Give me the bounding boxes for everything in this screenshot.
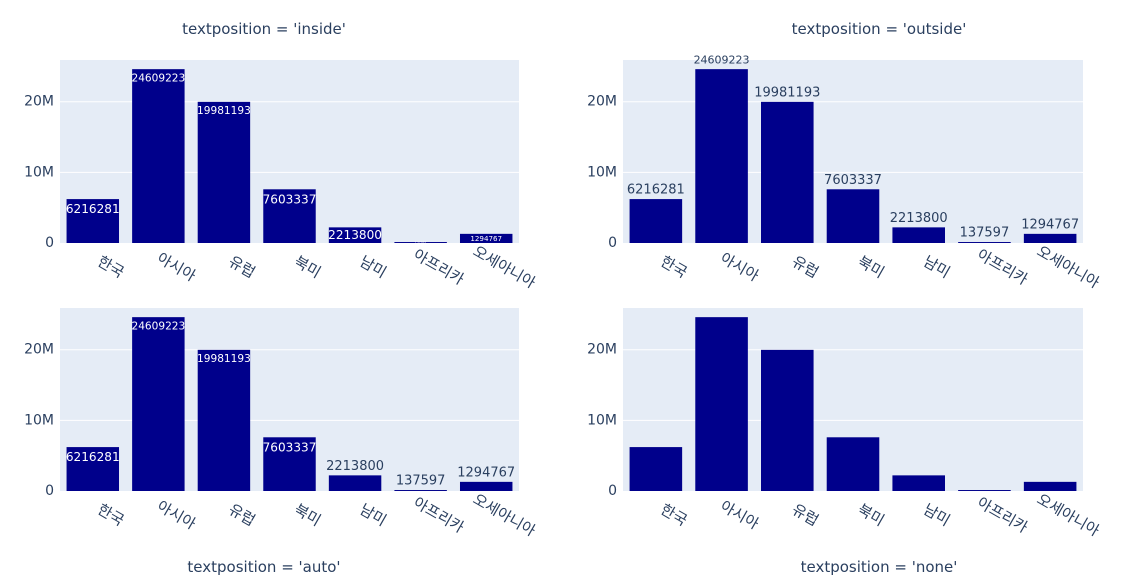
bar	[66, 447, 120, 491]
data-label: 24609223	[694, 54, 750, 67]
x-tick-label: 아프리카	[410, 245, 467, 288]
y-tick-label: 10M	[587, 164, 617, 180]
x-tick-label: 아시아	[717, 249, 762, 285]
x-tick-label: 아시아	[154, 249, 199, 285]
x-tick-label: 오세아니아	[1034, 242, 1103, 292]
bar	[328, 227, 382, 243]
bar	[459, 233, 513, 243]
data-label: 1294767	[457, 465, 515, 480]
data-label: 1294767	[1021, 217, 1079, 232]
x-tick-label: 남미	[357, 500, 390, 529]
chart-title-auto: textposition = 'auto'	[187, 558, 340, 576]
data-label: 7603337	[824, 173, 882, 188]
bar	[263, 189, 316, 243]
x-tick-label: 오세아니아	[470, 490, 539, 540]
y-tick-label: 0	[45, 483, 54, 499]
data-label: 2213800	[890, 211, 948, 226]
bar	[892, 227, 945, 243]
x-tick-label: 북미	[291, 252, 324, 281]
data-label: 137597	[960, 226, 1010, 241]
bar	[826, 437, 880, 491]
bar	[1023, 233, 1077, 243]
data-label: 137597	[396, 474, 446, 489]
x-tick-label: 유럽	[225, 500, 258, 529]
x-tick-label: 오세아니아	[1034, 490, 1103, 540]
x-tick-label: 오세아니아	[470, 242, 539, 292]
data-label: 7603337	[263, 440, 317, 454]
data-label: 6216281	[627, 183, 685, 198]
y-tick-label: 20M	[587, 94, 617, 110]
bar	[197, 101, 251, 244]
bar	[394, 242, 447, 243]
data-label: 7603337	[263, 192, 317, 206]
x-tick-label: 남미	[920, 500, 953, 529]
bar	[761, 101, 814, 244]
bar	[197, 349, 251, 491]
x-tick-label: 북미	[855, 500, 888, 529]
bar	[132, 69, 185, 244]
chart-panel-inside: 0 10M 20M 한국 6216281 아시아 24609223 유럽 19981193 북미 7…	[24, 60, 539, 292]
chart-panel-auto: 0 10M 20M 한국 6216281 아시아 24609223 유럽 19981193 북미 7…	[24, 308, 539, 540]
y-tick-label: 20M	[24, 342, 54, 358]
chart-title-outside: textposition = 'outside'	[792, 20, 967, 38]
x-tick-label: 아프리카	[974, 493, 1031, 536]
x-tick-label: 유럽	[789, 500, 822, 529]
chart-title-none: textposition = 'none'	[801, 558, 958, 576]
bar	[459, 481, 513, 491]
y-tick-label: 0	[45, 235, 54, 251]
bar	[263, 437, 316, 491]
bar	[695, 69, 748, 244]
data-label: 19981193	[197, 105, 251, 117]
chart-title-inside: textposition = 'inside'	[182, 20, 346, 38]
chart-panel-outside: 0 10M 20M 한국 6216281 아시아 24609223 유럽 19981193 북미 7…	[587, 54, 1103, 292]
y-tick-label: 10M	[24, 412, 54, 428]
data-label: 24609223	[131, 72, 185, 84]
x-tick-label: 북미	[855, 252, 888, 281]
bar	[958, 242, 1011, 243]
y-tick-label: 0	[608, 483, 617, 499]
x-tick-label: 한국	[94, 500, 127, 529]
x-tick-label: 아시아	[154, 497, 199, 533]
bar	[328, 475, 382, 491]
x-tick-label: 한국	[657, 252, 690, 281]
bar	[826, 189, 880, 243]
y-tick-label: 10M	[24, 164, 54, 180]
y-tick-label: 20M	[587, 342, 617, 358]
bar	[1023, 481, 1077, 491]
bar	[892, 475, 945, 491]
bar	[66, 199, 120, 243]
y-tick-label: 0	[608, 235, 617, 251]
x-tick-label: 아프리카	[974, 245, 1031, 288]
x-tick-label: 유럽	[789, 252, 822, 281]
data-label: 137597	[415, 241, 427, 245]
y-tick-label: 10M	[587, 412, 617, 428]
data-label: 2213800	[326, 459, 384, 474]
bar	[629, 447, 683, 491]
bar	[629, 199, 683, 243]
x-tick-label: 한국	[657, 500, 690, 529]
x-tick-label: 남미	[920, 252, 953, 281]
y-tick-label: 20M	[24, 94, 54, 110]
bar	[761, 349, 814, 491]
chart-panel-none: 0 10M 20M 한국 아시아 유럽 북미 남미 아프리카 오세아니아	[587, 308, 1103, 540]
bar	[695, 317, 748, 491]
bar	[132, 317, 185, 491]
x-tick-label: 남미	[357, 252, 390, 281]
x-tick-label: 한국	[94, 252, 127, 281]
x-tick-label: 아프리카	[410, 493, 467, 536]
bar	[958, 490, 1011, 491]
x-tick-label: 아시아	[717, 497, 762, 533]
data-label: 24609223	[131, 320, 185, 332]
data-label: 1294767	[470, 234, 502, 243]
x-tick-label: 유럽	[225, 252, 258, 281]
data-label: 2213800	[328, 228, 382, 242]
bar	[394, 490, 447, 491]
x-tick-label: 북미	[291, 500, 324, 529]
data-label: 6216281	[66, 202, 120, 216]
data-label: 19981193	[197, 353, 251, 365]
data-label: 19981193	[754, 85, 820, 100]
data-label: 6216281	[66, 450, 120, 464]
